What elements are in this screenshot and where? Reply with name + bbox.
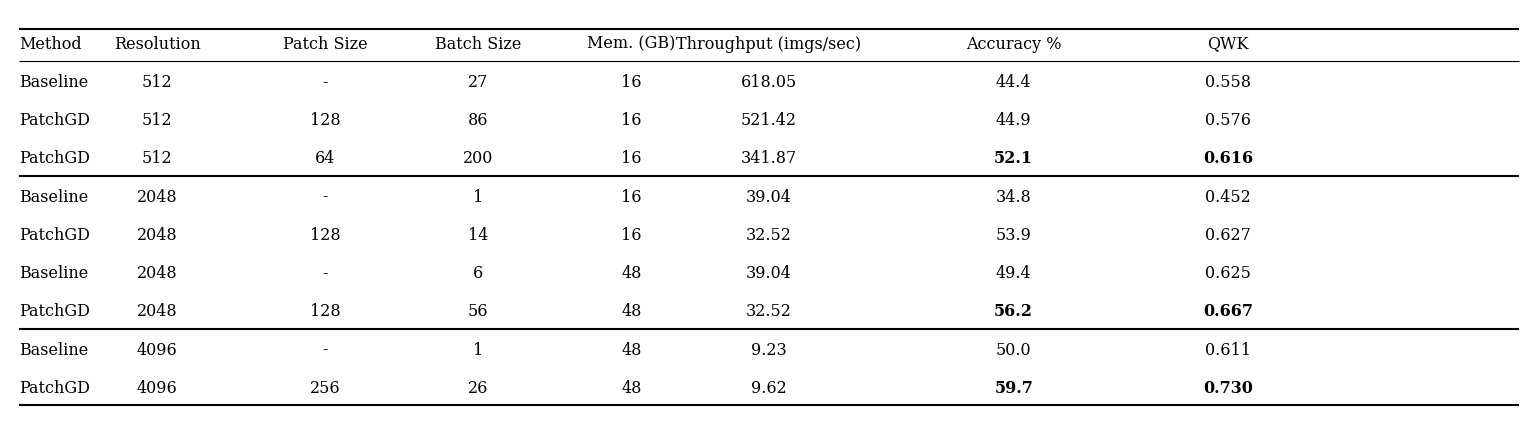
Text: 618.05: 618.05 (741, 74, 797, 91)
Text: Throughput (imgs/sec): Throughput (imgs/sec) (677, 36, 861, 53)
Text: 512: 512 (141, 150, 172, 167)
Text: 49.4: 49.4 (997, 265, 1032, 282)
Text: 59.7: 59.7 (994, 380, 1034, 397)
Text: 16: 16 (621, 227, 641, 244)
Text: 1: 1 (474, 341, 483, 359)
Text: 200: 200 (463, 150, 494, 167)
Text: Batch Size: Batch Size (435, 36, 521, 53)
Text: Baseline: Baseline (20, 341, 89, 359)
Text: 0.576: 0.576 (1204, 112, 1250, 129)
Text: 128: 128 (311, 303, 341, 320)
Text: 128: 128 (311, 227, 341, 244)
Text: 0.625: 0.625 (1204, 265, 1250, 282)
Text: 16: 16 (621, 150, 641, 167)
Text: Accuracy %: Accuracy % (966, 36, 1061, 53)
Text: 56.2: 56.2 (994, 303, 1034, 320)
Text: -: - (323, 341, 328, 359)
Text: 52.1: 52.1 (994, 150, 1034, 167)
Text: 0.558: 0.558 (1204, 74, 1250, 91)
Text: 48: 48 (621, 380, 641, 397)
Text: 44.4: 44.4 (997, 74, 1032, 91)
Text: PatchGD: PatchGD (20, 112, 91, 129)
Text: PatchGD: PatchGD (20, 227, 91, 244)
Text: 512: 512 (141, 112, 172, 129)
Text: 0.452: 0.452 (1206, 189, 1250, 206)
Text: 4096: 4096 (137, 380, 177, 397)
Text: Method: Method (20, 36, 82, 53)
Text: 64: 64 (315, 150, 335, 167)
Text: PatchGD: PatchGD (20, 380, 91, 397)
Text: 48: 48 (621, 341, 641, 359)
Text: Baseline: Baseline (20, 74, 89, 91)
Text: 0.616: 0.616 (1203, 150, 1253, 167)
Text: QWK: QWK (1207, 36, 1249, 53)
Text: 9.23: 9.23 (751, 341, 787, 359)
Text: 56: 56 (468, 303, 489, 320)
Text: 0.730: 0.730 (1203, 380, 1253, 397)
Text: 0.627: 0.627 (1204, 227, 1250, 244)
Text: 27: 27 (468, 74, 489, 91)
Text: 512: 512 (141, 74, 172, 91)
Text: -: - (323, 265, 328, 282)
Text: 4096: 4096 (137, 341, 177, 359)
Text: 26: 26 (468, 380, 489, 397)
Text: 34.8: 34.8 (997, 189, 1032, 206)
Text: 2048: 2048 (137, 303, 177, 320)
Text: 50.0: 50.0 (997, 341, 1032, 359)
Text: -: - (323, 189, 328, 206)
Text: 16: 16 (621, 74, 641, 91)
Text: 44.9: 44.9 (997, 112, 1032, 129)
Text: 48: 48 (621, 265, 641, 282)
Text: 1: 1 (474, 189, 483, 206)
Text: 16: 16 (621, 112, 641, 129)
Text: Mem. (GB): Mem. (GB) (588, 36, 675, 53)
Text: 32.52: 32.52 (746, 303, 792, 320)
Text: 9.62: 9.62 (751, 380, 787, 397)
Text: 256: 256 (311, 380, 341, 397)
Text: PatchGD: PatchGD (20, 150, 91, 167)
Text: Patch Size: Patch Size (283, 36, 368, 53)
Text: 0.667: 0.667 (1203, 303, 1253, 320)
Text: 0.611: 0.611 (1204, 341, 1250, 359)
Text: 2048: 2048 (137, 189, 177, 206)
Text: 2048: 2048 (137, 265, 177, 282)
Text: Baseline: Baseline (20, 189, 89, 206)
Text: 6: 6 (474, 265, 483, 282)
Text: 48: 48 (621, 303, 641, 320)
Text: 39.04: 39.04 (746, 265, 792, 282)
Text: PatchGD: PatchGD (20, 303, 91, 320)
Text: 16: 16 (621, 189, 641, 206)
Text: 128: 128 (311, 112, 341, 129)
Text: 521.42: 521.42 (741, 112, 797, 129)
Text: Resolution: Resolution (114, 36, 200, 53)
Text: 53.9: 53.9 (995, 227, 1032, 244)
Text: 341.87: 341.87 (741, 150, 797, 167)
Text: 39.04: 39.04 (746, 189, 792, 206)
Text: 32.52: 32.52 (746, 227, 792, 244)
Text: 14: 14 (468, 227, 489, 244)
Text: 86: 86 (468, 112, 489, 129)
Text: Baseline: Baseline (20, 265, 89, 282)
Text: 2048: 2048 (137, 227, 177, 244)
Text: -: - (323, 74, 328, 91)
